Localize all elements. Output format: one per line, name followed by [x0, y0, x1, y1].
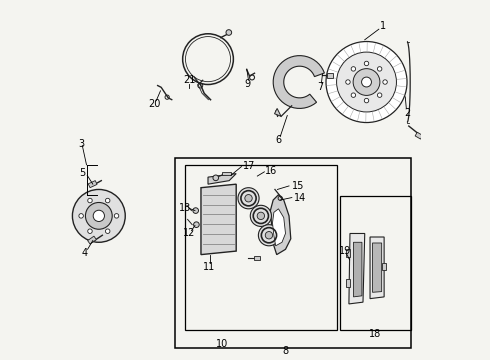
Text: 7: 7 — [318, 82, 324, 91]
Polygon shape — [272, 209, 286, 246]
Text: 18: 18 — [369, 329, 381, 339]
Circle shape — [250, 205, 271, 226]
Circle shape — [105, 198, 110, 203]
Text: 2: 2 — [404, 108, 410, 118]
Text: 4: 4 — [82, 248, 88, 258]
Text: 14: 14 — [294, 193, 307, 203]
Text: 21: 21 — [183, 75, 196, 85]
Text: 1: 1 — [380, 21, 386, 31]
Circle shape — [105, 229, 110, 233]
Circle shape — [351, 67, 356, 71]
Circle shape — [93, 210, 104, 221]
Text: 3: 3 — [78, 139, 84, 149]
Circle shape — [245, 194, 252, 202]
Polygon shape — [201, 184, 236, 255]
Polygon shape — [349, 234, 365, 304]
Circle shape — [88, 198, 92, 203]
Text: 15: 15 — [292, 181, 304, 191]
Polygon shape — [372, 243, 382, 292]
Text: 16: 16 — [266, 166, 278, 176]
Circle shape — [377, 93, 382, 97]
Bar — [88, 236, 97, 244]
Polygon shape — [208, 174, 236, 184]
Text: 10: 10 — [216, 339, 228, 349]
Circle shape — [383, 80, 387, 84]
Text: 11: 11 — [203, 262, 215, 272]
Circle shape — [238, 188, 259, 209]
Circle shape — [337, 52, 396, 112]
Bar — [415, 132, 423, 139]
Circle shape — [326, 41, 407, 122]
Circle shape — [258, 225, 279, 246]
Circle shape — [377, 67, 382, 71]
Bar — [254, 256, 261, 260]
Text: 20: 20 — [148, 99, 160, 109]
Text: 9: 9 — [245, 79, 251, 89]
Text: 5: 5 — [79, 168, 85, 178]
Polygon shape — [270, 195, 291, 255]
Polygon shape — [370, 237, 384, 299]
Text: 8: 8 — [282, 346, 289, 356]
Text: 6: 6 — [275, 135, 282, 145]
Circle shape — [351, 93, 356, 97]
Circle shape — [88, 229, 92, 233]
Circle shape — [114, 213, 119, 218]
Bar — [340, 197, 411, 330]
Bar — [346, 279, 350, 287]
Text: 19: 19 — [339, 246, 351, 256]
Circle shape — [257, 212, 265, 220]
Circle shape — [226, 30, 232, 35]
Text: 13: 13 — [179, 203, 191, 213]
Circle shape — [362, 77, 371, 87]
Circle shape — [364, 61, 369, 66]
Circle shape — [73, 189, 125, 242]
Circle shape — [346, 80, 350, 84]
Bar — [185, 165, 337, 330]
Bar — [174, 158, 411, 348]
Circle shape — [193, 208, 198, 213]
Polygon shape — [274, 108, 281, 116]
Circle shape — [353, 69, 380, 95]
Text: 17: 17 — [243, 161, 256, 171]
Circle shape — [265, 231, 272, 239]
Bar — [88, 181, 97, 188]
Bar — [222, 172, 231, 175]
Text: 12: 12 — [183, 228, 196, 238]
Polygon shape — [273, 56, 324, 108]
Bar — [346, 249, 350, 257]
Polygon shape — [353, 242, 362, 297]
Bar — [382, 264, 386, 270]
Bar — [327, 73, 333, 78]
Circle shape — [213, 175, 219, 181]
Circle shape — [364, 98, 369, 103]
Circle shape — [79, 213, 83, 218]
Circle shape — [85, 202, 112, 229]
Circle shape — [194, 222, 199, 228]
